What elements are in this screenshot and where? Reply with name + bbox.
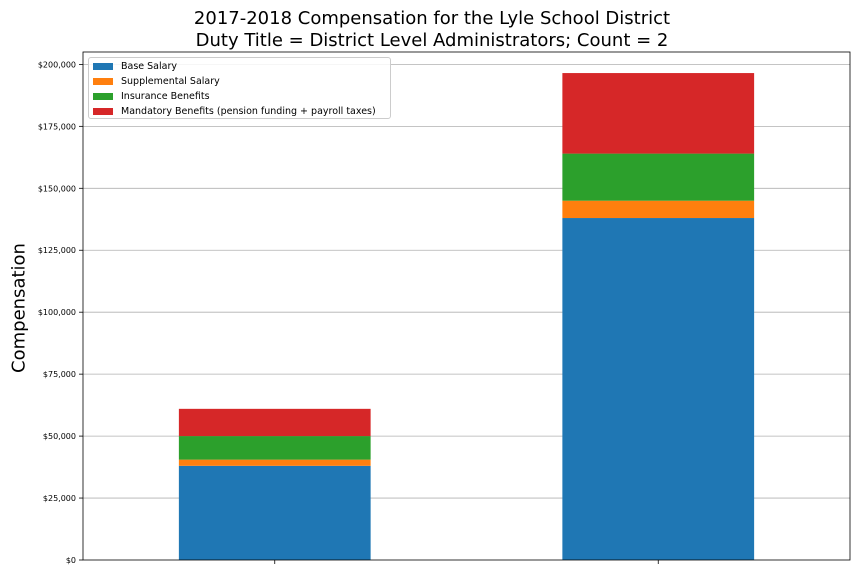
- legend-item-supplemental-salary: Supplemental Salary: [93, 74, 220, 88]
- bar-segment: [562, 218, 755, 560]
- y-tick-label: $0: [66, 556, 76, 565]
- bar-segment: [178, 465, 371, 560]
- bar-segment: [178, 408, 371, 437]
- y-tick-label: $125,000: [38, 246, 76, 255]
- plot-frame: [82, 51, 851, 561]
- y-tick-label: $75,000: [43, 370, 76, 379]
- legend-swatch: [93, 107, 113, 115]
- bar-segment: [178, 436, 371, 460]
- legend-label: Base Salary: [121, 60, 177, 72]
- y-tick-label: $150,000: [38, 184, 76, 193]
- legend-label: Insurance Benefits: [121, 90, 210, 102]
- y-tick-label: $100,000: [38, 308, 76, 317]
- legend-swatch: [93, 62, 113, 70]
- y-tick-label: $25,000: [43, 494, 76, 503]
- legend-swatch: [93, 92, 113, 100]
- y-axis-label: Compensation: [8, 243, 30, 373]
- bar-segment: [562, 200, 755, 219]
- y-tick-label: $175,000: [38, 122, 76, 131]
- bar-segment: [562, 73, 755, 154]
- legend-swatch: [93, 77, 113, 85]
- legend-item-base-salary: Base Salary: [93, 59, 177, 73]
- chart-subtitle: Duty Title = District Level Administrato…: [195, 30, 669, 51]
- legend-label: Supplemental Salary: [121, 75, 220, 87]
- bar-segment: [178, 459, 371, 466]
- legend-label: Mandatory Benefits (pension funding + pa…: [121, 105, 376, 117]
- legend-item-insurance-benefits: Insurance Benefits: [93, 89, 210, 103]
- legend: Base Salary Supplemental Salary Insuranc…: [88, 57, 391, 119]
- chart-title: 2017-2018 Compensation for the Lyle Scho…: [193, 8, 671, 29]
- y-tick-label: $200,000: [38, 60, 76, 69]
- bar-segment: [562, 153, 755, 201]
- y-tick-label: $50,000: [43, 432, 76, 441]
- legend-item-mandatory-benefits: Mandatory Benefits (pension funding + pa…: [93, 104, 376, 118]
